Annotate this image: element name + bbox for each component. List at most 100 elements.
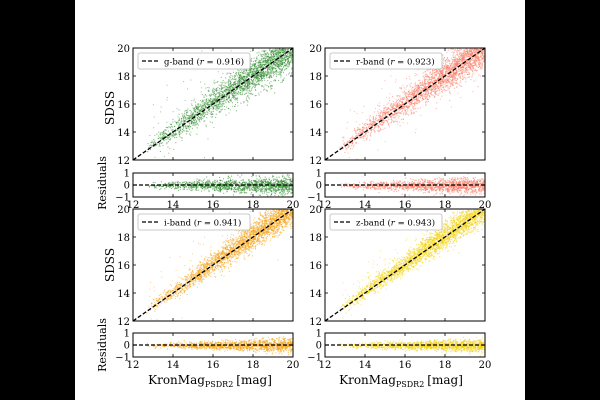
g-scatter-point <box>257 78 259 80</box>
g-scatter-point <box>260 54 262 56</box>
g-residual-point <box>289 185 291 187</box>
g-scatter-point <box>263 61 265 63</box>
g-scatter-point <box>268 75 271 77</box>
r-scatter-point <box>399 111 401 113</box>
g-residual-point <box>282 187 284 189</box>
g-scatter-point <box>267 71 269 73</box>
g-residual-point <box>185 186 188 188</box>
g-residual-point <box>255 175 257 177</box>
g-residual-point <box>270 179 272 181</box>
g-scatter-point <box>201 117 203 119</box>
g-scatter-point <box>205 124 207 126</box>
g-residual-point <box>281 181 283 183</box>
g-scatter-point <box>245 77 247 79</box>
g-scatter-point <box>244 85 246 87</box>
r-scatter-point <box>352 146 354 148</box>
g-residual-point <box>228 181 230 183</box>
g-residual-point <box>282 189 284 191</box>
g-residual-point <box>239 183 241 185</box>
g-residual-point <box>236 183 238 185</box>
g-scatter-point <box>220 92 222 95</box>
g-residual-point <box>167 185 170 187</box>
g-scatter-point <box>255 71 257 73</box>
g-scatter-point <box>172 129 174 131</box>
g-scatter-point <box>258 83 260 85</box>
g-scatter-point <box>208 100 210 102</box>
r-scatter-point <box>432 70 434 72</box>
g-scatter-point <box>268 57 270 59</box>
g-residual-point <box>154 186 156 188</box>
g-residual-point <box>182 185 184 188</box>
r-scatter-point <box>459 81 461 84</box>
g-residual-point <box>208 179 210 181</box>
g-residual-point <box>228 187 230 189</box>
g-scatter-point <box>214 94 216 96</box>
g-residual-point <box>212 188 214 190</box>
g-residual-point <box>177 183 179 185</box>
g-scatter-point <box>169 139 171 141</box>
g-scatter-point <box>216 105 218 108</box>
g-scatter-point <box>221 93 223 96</box>
g-residual-point <box>159 189 161 191</box>
r-scatter-point <box>443 80 445 82</box>
g-scatter-point <box>214 99 216 101</box>
g-scatter-outlier <box>220 110 222 112</box>
g-scatter-point <box>204 112 206 114</box>
g-scatter-point <box>218 108 220 110</box>
g-residual-point <box>205 187 207 189</box>
g-scatter-point <box>253 57 255 59</box>
g-scatter-point <box>205 99 207 101</box>
g-scatter-point <box>230 100 232 102</box>
r-scatter-point <box>427 80 429 83</box>
g-scatter-point <box>203 115 206 117</box>
g-scatter-point <box>280 63 282 66</box>
g-residual-point <box>262 192 264 194</box>
r-scatter-point <box>417 94 419 96</box>
r-scatter-point <box>357 128 359 130</box>
g-residual-point <box>192 186 194 188</box>
g-scatter-point <box>196 106 198 108</box>
g-scatter-point <box>252 72 254 74</box>
g-scatter-point <box>208 95 210 97</box>
g-scatter-point <box>251 65 253 67</box>
g-residual-point <box>285 193 287 195</box>
g-scatter-point <box>194 121 196 123</box>
g-scatter-point <box>290 55 292 57</box>
g-scatter-point <box>235 99 237 101</box>
g-scatter-point <box>258 84 260 86</box>
g-residual-point <box>250 183 252 185</box>
g-scatter-point <box>277 59 279 62</box>
g-scatter-point <box>208 107 210 109</box>
g-residual-point <box>245 181 248 183</box>
g-residual-point <box>197 181 199 183</box>
r-scatter-point <box>410 112 413 114</box>
g-scatter-point <box>194 113 196 115</box>
g-scatter-point <box>187 117 189 119</box>
g-residual-point <box>239 192 241 194</box>
g-scatter-point <box>213 106 215 108</box>
r-scatter-point <box>473 50 475 52</box>
g-scatter-point <box>273 60 275 62</box>
r-scatter-point <box>449 70 451 72</box>
g-residual-point <box>281 184 283 186</box>
g-scatter-point <box>256 52 258 54</box>
r-scatter-point <box>448 59 450 61</box>
g-scatter-point <box>218 101 220 103</box>
r-scatter-point <box>441 95 443 97</box>
r-scatter-point <box>393 121 395 123</box>
r-scatter-point <box>441 91 443 93</box>
g-residual-point <box>219 188 222 190</box>
g-residual-point <box>256 185 259 187</box>
g-residual-point <box>287 176 289 178</box>
g-residual-point <box>280 187 282 189</box>
r-scatter-point <box>468 73 470 75</box>
g-scatter-point <box>252 83 254 85</box>
g-residual-point <box>191 181 193 183</box>
g-scatter-point <box>191 114 193 116</box>
g-residual-point <box>212 186 215 188</box>
r-scatter-point <box>433 69 435 71</box>
g-scatter-point <box>251 82 253 84</box>
g-scatter-point <box>226 92 228 94</box>
r-scatter-point <box>446 76 449 78</box>
g-residual-point <box>189 183 191 185</box>
